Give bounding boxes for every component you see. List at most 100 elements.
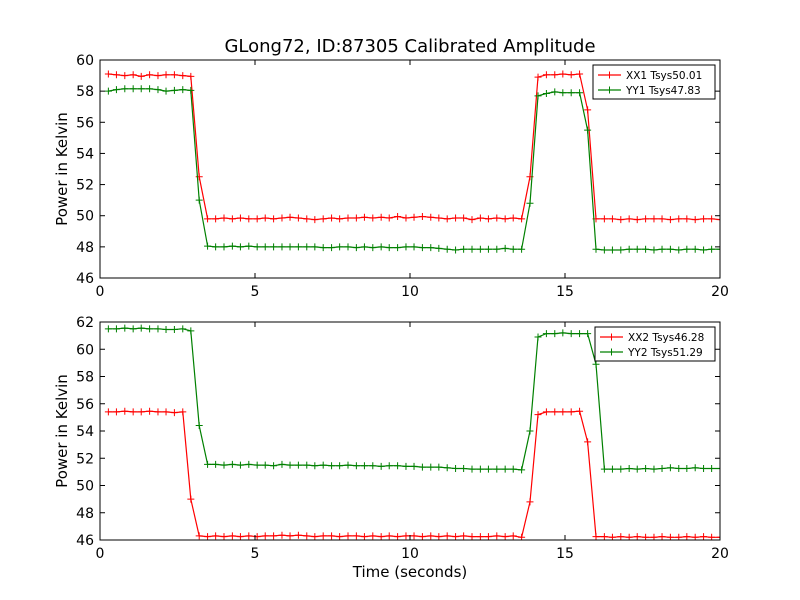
data-point [278,460,286,468]
data-point [311,243,319,251]
data-point [352,532,360,540]
data-point [658,464,666,472]
data-point [567,408,575,416]
data-point [460,245,468,253]
x-tick-label: 10 [401,546,419,562]
data-point [129,325,137,333]
data-point [328,244,336,252]
data-point [319,461,327,469]
data-point [691,464,699,472]
data-point [294,243,302,251]
data-point [394,212,402,220]
data-point [236,214,244,222]
data-point [154,408,162,416]
bottom-panel: 0 5 10 15 20 46 48 50 52 54 56 58 60 62 Power in Kelvi… [53,315,729,581]
data-point [452,533,460,540]
data-point [427,244,435,252]
data-point [236,533,244,540]
data-point [708,215,716,223]
chart-title: GLong72, ID:87305 Calibrated Amplitude [224,36,595,57]
data-point [385,462,393,470]
y-tick-label: 60 [76,53,94,69]
data-point [129,71,137,79]
data-point [187,72,195,80]
data-point [452,214,460,222]
data-point [625,464,633,472]
data-point [716,245,720,253]
data-point [542,330,550,338]
data-point [121,407,129,415]
data-point [112,408,120,416]
legend: XX2 Tsys46.28 YY2 Tsys51.29 [594,326,716,362]
data-point [476,214,484,222]
data-point [700,464,708,472]
data-point [418,212,426,220]
data-point [476,533,484,540]
y-axis-label: Power in Kelvin [53,374,71,488]
data-point [534,92,542,100]
data-point [551,330,559,338]
data-point [319,215,327,223]
y-axis-label: Power in Kelvin [53,112,71,226]
data-point [270,215,278,223]
data-point [534,73,542,81]
data-point [584,126,592,134]
data-point [691,245,699,253]
x-tick-label: 20 [711,284,729,300]
data-point [468,533,476,540]
data-point [187,495,195,503]
data-point [286,461,294,469]
data-point [369,462,377,470]
data-point [559,89,567,97]
data-point [402,462,410,470]
data-point [592,533,600,540]
data-point [410,213,418,221]
data-point [468,216,476,224]
data-point [112,86,120,94]
data-point [261,214,269,222]
data-point [600,215,608,223]
x-tick-label: 0 [96,546,105,562]
data-point [534,333,542,341]
data-point [261,532,269,540]
data-point [608,215,616,223]
legend: XX1 Tsys50.01 YY1 Tsys47.83 [592,64,716,100]
data-point [104,70,112,78]
data-point [270,462,278,470]
data-point [187,327,195,335]
data-point [319,532,327,540]
data-point [220,461,228,469]
data-point [245,215,253,223]
data-point [675,215,683,223]
data-point [294,531,302,539]
data-point [294,214,302,222]
data-point [576,70,584,78]
data-point [484,245,492,253]
data-point [402,532,410,540]
data-point [170,86,178,94]
data-point [443,215,451,223]
data-point [121,72,129,80]
y-tick-label: 48 [76,506,94,522]
data-point [452,464,460,472]
data-point [253,461,261,469]
legend-box [594,326,716,362]
data-point [154,86,162,94]
legend-label: XX2 Tsys46.28 [628,332,704,344]
data-point [716,533,720,540]
y-tick-label: 50 [76,209,94,225]
data-point [344,532,352,540]
data-point [427,213,435,221]
data-point [253,243,261,251]
series-2 [104,85,720,254]
data-point [435,533,443,540]
legend-label: XX1 Tsys50.01 [626,70,702,82]
data-point [608,465,616,473]
legend-label: YY2 Tsys51.29 [627,347,703,359]
data-point [559,329,567,337]
data-point [385,214,393,222]
data-point [600,465,608,473]
data-point [377,213,385,221]
data-point [443,532,451,540]
